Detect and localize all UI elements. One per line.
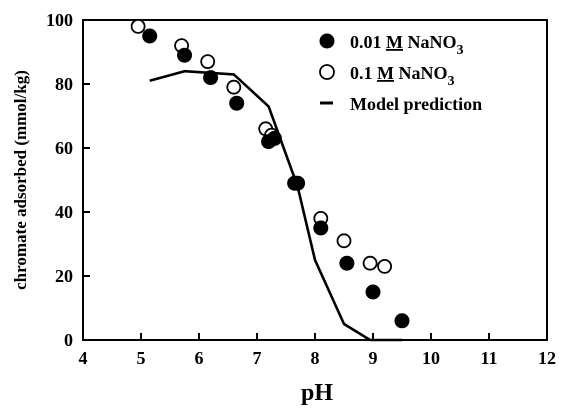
x-tick-label: 4 — [79, 348, 88, 368]
open-circle-point — [336, 233, 352, 249]
open-circle-point — [130, 18, 146, 34]
y-axis-ticks: 0 20 40 60 80 100 — [46, 10, 90, 350]
x-tick-label: 11 — [480, 348, 497, 368]
open-circle-point — [226, 79, 242, 95]
legend-marker-filled-circle — [319, 33, 335, 49]
x-axis-ticks: 4 5 6 7 8 9 10 11 12 — [79, 333, 556, 368]
y-tick-label: 80 — [55, 74, 73, 94]
x-axis-title: pH — [301, 380, 333, 406]
legend-marker-open-circle — [319, 64, 335, 80]
y-tick-label: 40 — [55, 202, 73, 222]
legend-label-model: Model prediction — [350, 94, 482, 114]
filled-circle-point — [177, 47, 192, 63]
y-tick-label: 20 — [55, 266, 73, 286]
legend: 0.01 M NaNO3 0.1 M NaNO3 Model predictio… — [319, 32, 482, 114]
legend-label-0.01M: 0.01 M NaNO3 — [350, 32, 464, 58]
filled-circle-point — [266, 130, 282, 146]
open-circle-point — [377, 258, 393, 274]
open-circle-point — [200, 54, 216, 69]
open-circle-point — [362, 255, 378, 271]
x-tick-label: 8 — [311, 348, 320, 368]
filled-circle-point — [203, 70, 219, 86]
x-tick-label: 12 — [538, 348, 556, 368]
series-layer — [130, 18, 410, 342]
x-tick-label: 5 — [137, 348, 146, 368]
y-axis-title: chromate adsorbed (mmol/kg) — [11, 70, 30, 290]
x-tick-label: 6 — [195, 348, 204, 368]
legend-label-0.1M: 0.1 M NaNO3 — [350, 63, 455, 89]
plot-frame — [82, 19, 548, 341]
filled-circle-point — [290, 175, 306, 191]
filled-circle-point — [365, 284, 381, 300]
filled-circle-point — [229, 95, 245, 111]
y-tick-label: 60 — [55, 138, 73, 158]
y-tick-label: 0 — [64, 330, 73, 350]
plot-area-border — [82, 19, 548, 341]
x-tick-label: 10 — [422, 348, 440, 368]
y-tick-label: 100 — [46, 10, 73, 30]
filled-circle-point — [339, 255, 355, 271]
filled-circle-point — [394, 313, 410, 329]
filled-circle-point — [142, 28, 158, 44]
x-tick-label: 7 — [253, 348, 262, 368]
filled-circle-point — [313, 220, 329, 236]
x-tick-label: 9 — [369, 348, 378, 368]
